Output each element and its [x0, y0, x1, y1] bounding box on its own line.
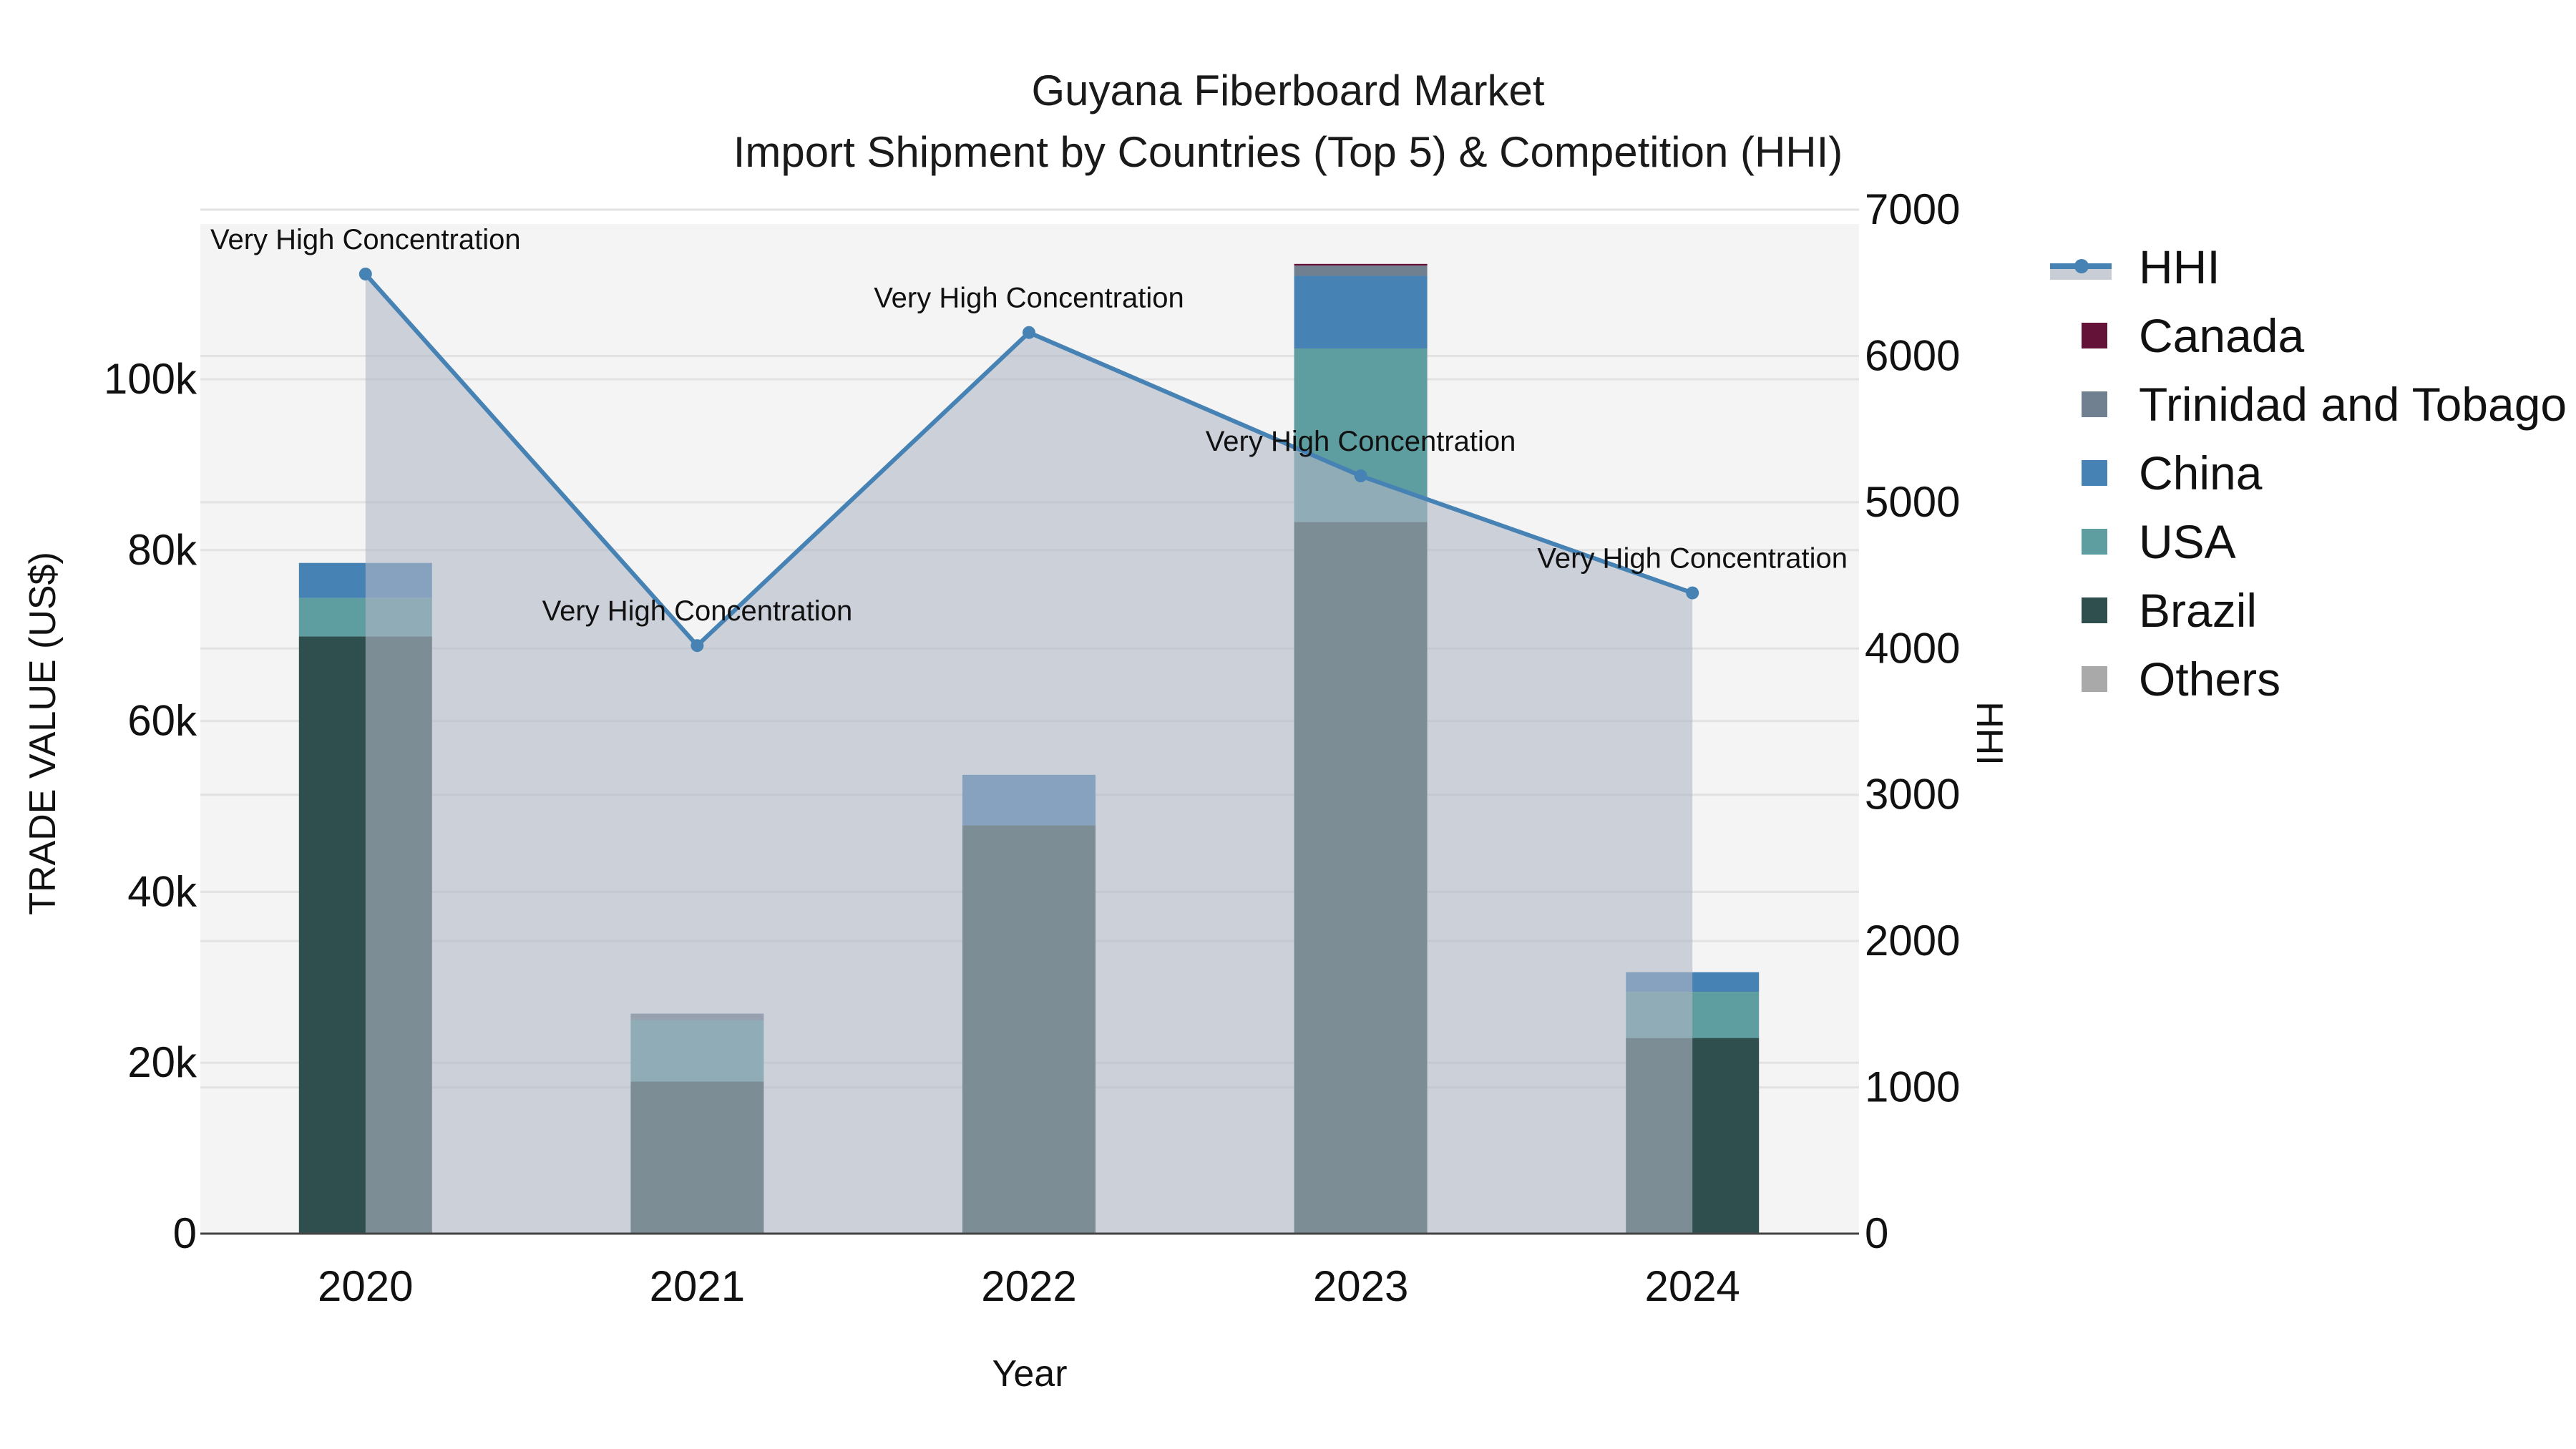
hhi-annotation: Very High Concentration: [1206, 426, 1516, 457]
legend: HHI Canada Trinidad and Tobago China USA…: [2050, 233, 2567, 713]
x-tick-label: 2023: [1313, 1262, 1408, 1310]
hhi-area: [365, 273, 1693, 1234]
hhi-annotation: Very High Concentration: [210, 224, 521, 255]
chart-title-line2: Import Shipment by Countries (Top 5) & C…: [733, 128, 1843, 176]
hhi-annotation: Very High Concentration: [1537, 543, 1848, 575]
y-right-tick-label: 0: [1865, 1209, 1888, 1257]
legend-item-others[interactable]: Others: [2050, 645, 2567, 713]
y-right-tick-label: 1000: [1865, 1063, 1960, 1111]
y-right-tick-label: 3000: [1865, 771, 1960, 819]
legend-item-brazil[interactable]: Brazil: [2050, 576, 2567, 645]
legend-item-canada[interactable]: Canada: [2050, 301, 2567, 370]
hhi-annotation: Very High Concentration: [874, 283, 1184, 314]
x-tick-label: 2024: [1644, 1262, 1740, 1310]
hhi-marker[interactable]: [358, 267, 372, 280]
y-right-tick-label: 7000: [1865, 185, 1960, 233]
legend-item-china[interactable]: China: [2050, 439, 2567, 507]
y-right-tick-label: 4000: [1865, 624, 1960, 672]
hhi-annotation: Very High Concentration: [542, 595, 853, 627]
legend-item-hhi[interactable]: HHI: [2050, 233, 2567, 301]
y-right-tick-label: 6000: [1865, 331, 1960, 379]
legend-label: Trinidad and Tobago: [2139, 378, 2567, 431]
y-left-tick-label: 40k: [127, 867, 197, 915]
y-left-tick-label: 20k: [127, 1038, 197, 1086]
bar-segment-trinidad-and-tobago-2023[interactable]: [1294, 265, 1428, 276]
x-axis-title: Year: [992, 1353, 1068, 1395]
y-left-tick-label: 80k: [127, 526, 197, 574]
bar-segment-china-2023[interactable]: [1294, 275, 1428, 349]
hhi-marker[interactable]: [1354, 469, 1367, 483]
legend-item-usa[interactable]: USA: [2050, 507, 2567, 576]
swatch-icon: [2082, 597, 2107, 623]
y-axis-right-title: HHI: [1968, 701, 2010, 766]
hhi-marker[interactable]: [691, 639, 704, 653]
chart-title-line1: Guyana Fiberboard Market: [1031, 67, 1545, 114]
swatch-icon: [2082, 323, 2107, 348]
legend-label: Others: [2139, 653, 2281, 706]
swatch-icon: [2082, 460, 2107, 486]
legend-label: HHI: [2139, 240, 2220, 293]
y-left-tick-label: 60k: [127, 697, 197, 745]
swatch-icon: [2082, 391, 2107, 417]
legend-label: USA: [2139, 515, 2236, 568]
x-tick-label: 2021: [650, 1262, 745, 1310]
line-marker-icon: [2050, 253, 2112, 281]
legend-label: Brazil: [2139, 584, 2258, 637]
swatch-icon: [2082, 529, 2107, 555]
bar-segment-canada-2023[interactable]: [1294, 263, 1428, 266]
y-axis-left-title: TRADE VALUE (US$): [22, 552, 64, 915]
x-tick-label: 2020: [318, 1262, 413, 1310]
hhi-marker[interactable]: [1686, 586, 1699, 600]
legend-label: Canada: [2139, 309, 2305, 362]
y-left-tick-label: 0: [173, 1209, 197, 1257]
legend-label: China: [2139, 447, 2263, 499]
y-left-tick-label: 100k: [104, 355, 197, 403]
x-tick-label: 2022: [981, 1262, 1076, 1310]
y-right-tick-label: 5000: [1865, 478, 1960, 526]
y-right-tick-label: 2000: [1865, 917, 1960, 965]
legend-item-trinidad-and-tobago[interactable]: Trinidad and Tobago: [2050, 370, 2567, 439]
hhi-marker[interactable]: [1023, 326, 1035, 339]
swatch-icon: [2082, 666, 2107, 692]
